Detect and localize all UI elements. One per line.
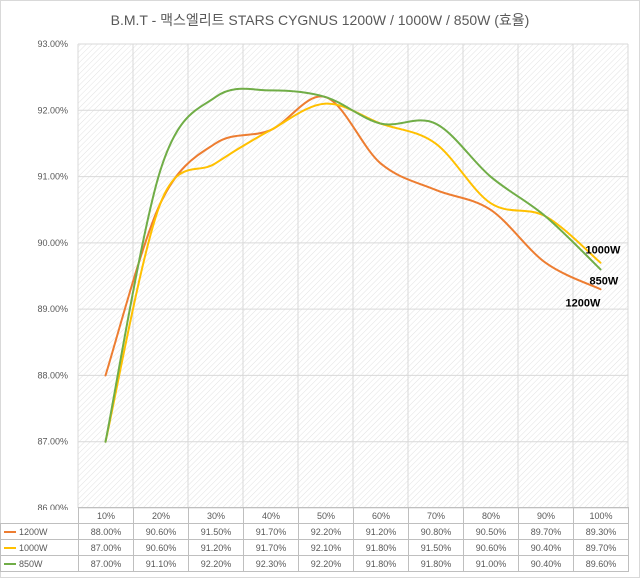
data-label: 91.50% xyxy=(408,539,464,556)
data-label: 91.10% xyxy=(133,555,189,572)
x-tick-label: 20% xyxy=(133,507,189,524)
legend-entry: 1000W xyxy=(0,539,79,556)
y-tick-label: 90.00% xyxy=(37,238,68,248)
legend-entry: 1200W xyxy=(0,523,79,540)
data-label: 91.20% xyxy=(188,539,244,556)
data-label: 91.70% xyxy=(243,539,299,556)
data-label: 91.80% xyxy=(408,555,464,572)
y-tick-label: 93.00% xyxy=(37,39,68,49)
y-tick-label: 86.00% xyxy=(37,503,68,510)
data-label: 90.60% xyxy=(463,539,519,556)
data-label: 89.60% xyxy=(573,555,629,572)
legend-key xyxy=(4,563,16,566)
x-tick-label: 30% xyxy=(188,507,244,524)
y-tick-label: 92.00% xyxy=(37,105,68,115)
x-tick-label: 90% xyxy=(518,507,574,524)
data-label: 90.60% xyxy=(133,539,189,556)
data-label: 90.40% xyxy=(518,539,574,556)
data-label: 89.30% xyxy=(573,523,629,540)
data-label: 90.80% xyxy=(408,523,464,540)
table-row: 1200W 88.00% 90.60% 91.50% 91.70% 92.20% 91.20… xyxy=(0,523,629,540)
x-tick-label: 40% xyxy=(243,507,299,524)
x-tick-label: 50% xyxy=(298,507,354,524)
data-label: 89.70% xyxy=(573,539,629,556)
table-corner xyxy=(1,508,79,524)
data-label: 91.80% xyxy=(353,555,409,572)
data-label: 92.10% xyxy=(298,539,354,556)
line-chart: 86.00% 87.00% 88.00% 89.00% 90.00% 91.00% 92.0… xyxy=(37,39,629,510)
data-label: 91.50% xyxy=(188,523,244,540)
data-label: 92.20% xyxy=(188,555,244,572)
table-row: 850W 87.00% 91.10% 92.20% 92.30% 92.20% 91.80%… xyxy=(0,555,629,572)
y-tick-label: 87.00% xyxy=(37,437,68,447)
data-label: 88.00% xyxy=(78,523,134,540)
data-label: 87.00% xyxy=(78,555,134,572)
end-label-850W: 850W xyxy=(590,275,619,287)
y-tick-label: 88.00% xyxy=(37,370,68,380)
data-label: 92.20% xyxy=(298,523,354,540)
data-label: 90.40% xyxy=(518,555,574,572)
x-tick-label: 10% xyxy=(78,507,134,524)
x-tick-label: 100% xyxy=(573,507,629,524)
legend-key xyxy=(4,547,16,550)
end-label-1200W: 1200W xyxy=(566,297,601,309)
series-line-1000W xyxy=(104,102,602,443)
data-label: 90.50% xyxy=(463,523,519,540)
y-tick-label: 89.00% xyxy=(37,304,68,314)
legend-key xyxy=(4,531,16,534)
table-row: 1000W 87.00% 90.60% 91.20% 91.70% 92.10% 91.80… xyxy=(0,539,629,556)
data-label: 91.80% xyxy=(353,539,409,556)
data-table: 10% 20% 30% 40% 50% 60% 70% 80% 90% 100% 1200W 88.0… xyxy=(0,507,629,572)
data-label: 89.70% xyxy=(518,523,574,540)
data-label: 92.20% xyxy=(298,555,354,572)
y-tick-label: 91.00% xyxy=(37,172,68,182)
data-label: 91.00% xyxy=(463,555,519,572)
chart-title: B.M.T - 맥스엘리트 STARS CYGNUS 1200W / 1000W… xyxy=(110,12,530,28)
table-header-row: 10% 20% 30% 40% 50% 60% 70% 80% 90% 100% xyxy=(1,507,629,524)
series-line-850W xyxy=(104,87,602,443)
data-label: 87.00% xyxy=(78,539,134,556)
x-tick-label: 80% xyxy=(463,507,519,524)
legend-entry: 850W xyxy=(0,555,79,572)
x-tick-label: 60% xyxy=(353,507,409,524)
data-label: 91.20% xyxy=(353,523,409,540)
data-label: 91.70% xyxy=(243,523,299,540)
x-tick-label: 70% xyxy=(408,507,464,524)
data-label: 92.30% xyxy=(243,555,299,572)
data-label: 90.60% xyxy=(133,523,189,540)
end-label-1000W: 1000W xyxy=(586,245,621,257)
